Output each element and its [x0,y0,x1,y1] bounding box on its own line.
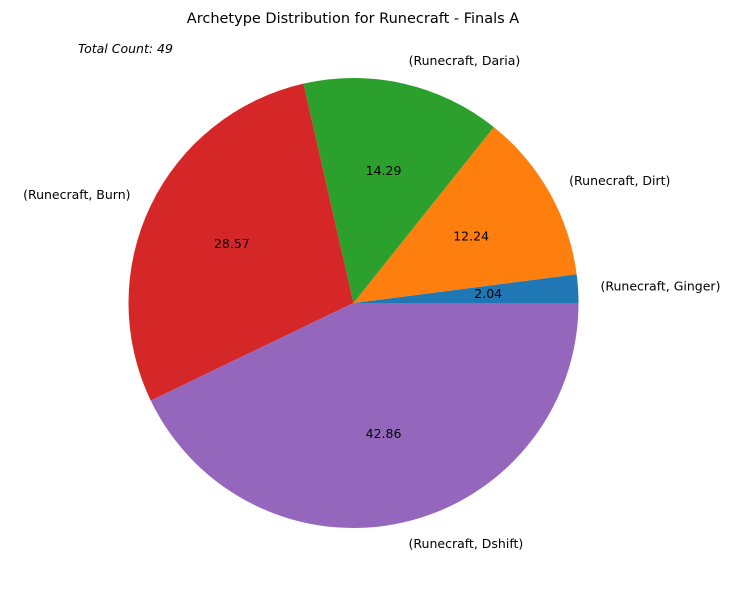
slice-label-runecraft-daria: (Runecraft, Daria) [409,53,521,68]
pie-labels: (Runecraft, Ginger) 2.04 (Runecraft, Dirt)… [23,53,720,551]
slice-label-runecraft-dshift: (Runecraft, Dshift) [409,536,524,551]
slice-value-runecraft-ginger: 2.04 [474,286,502,301]
total-count-annotation: Total Count: 49 [78,41,173,56]
pie-slice-runecraft-dirt [353,127,577,303]
pie-slice-runecraft-burn [128,83,354,401]
slice-value-runecraft-dshift: 42.86 [366,426,402,441]
pie-slices [128,78,579,528]
slice-label-runecraft-burn: (Runecraft, Burn) [23,187,130,202]
chart-title: Archetype Distribution for Runecraft - F… [187,11,520,27]
pie-slice-runecraft-ginger [353,274,579,303]
slice-value-runecraft-daria: 14.29 [366,163,402,178]
slice-label-runecraft-dirt: (Runecraft, Dirt) [569,173,670,188]
pie-slice-runecraft-daria [303,78,494,304]
pie-slice-runecraft-dshift [150,303,579,528]
slice-label-runecraft-ginger: (Runecraft, Ginger) [600,279,720,294]
slice-value-runecraft-burn: 28.57 [214,236,250,251]
slice-value-runecraft-dirt: 12.24 [453,228,489,243]
